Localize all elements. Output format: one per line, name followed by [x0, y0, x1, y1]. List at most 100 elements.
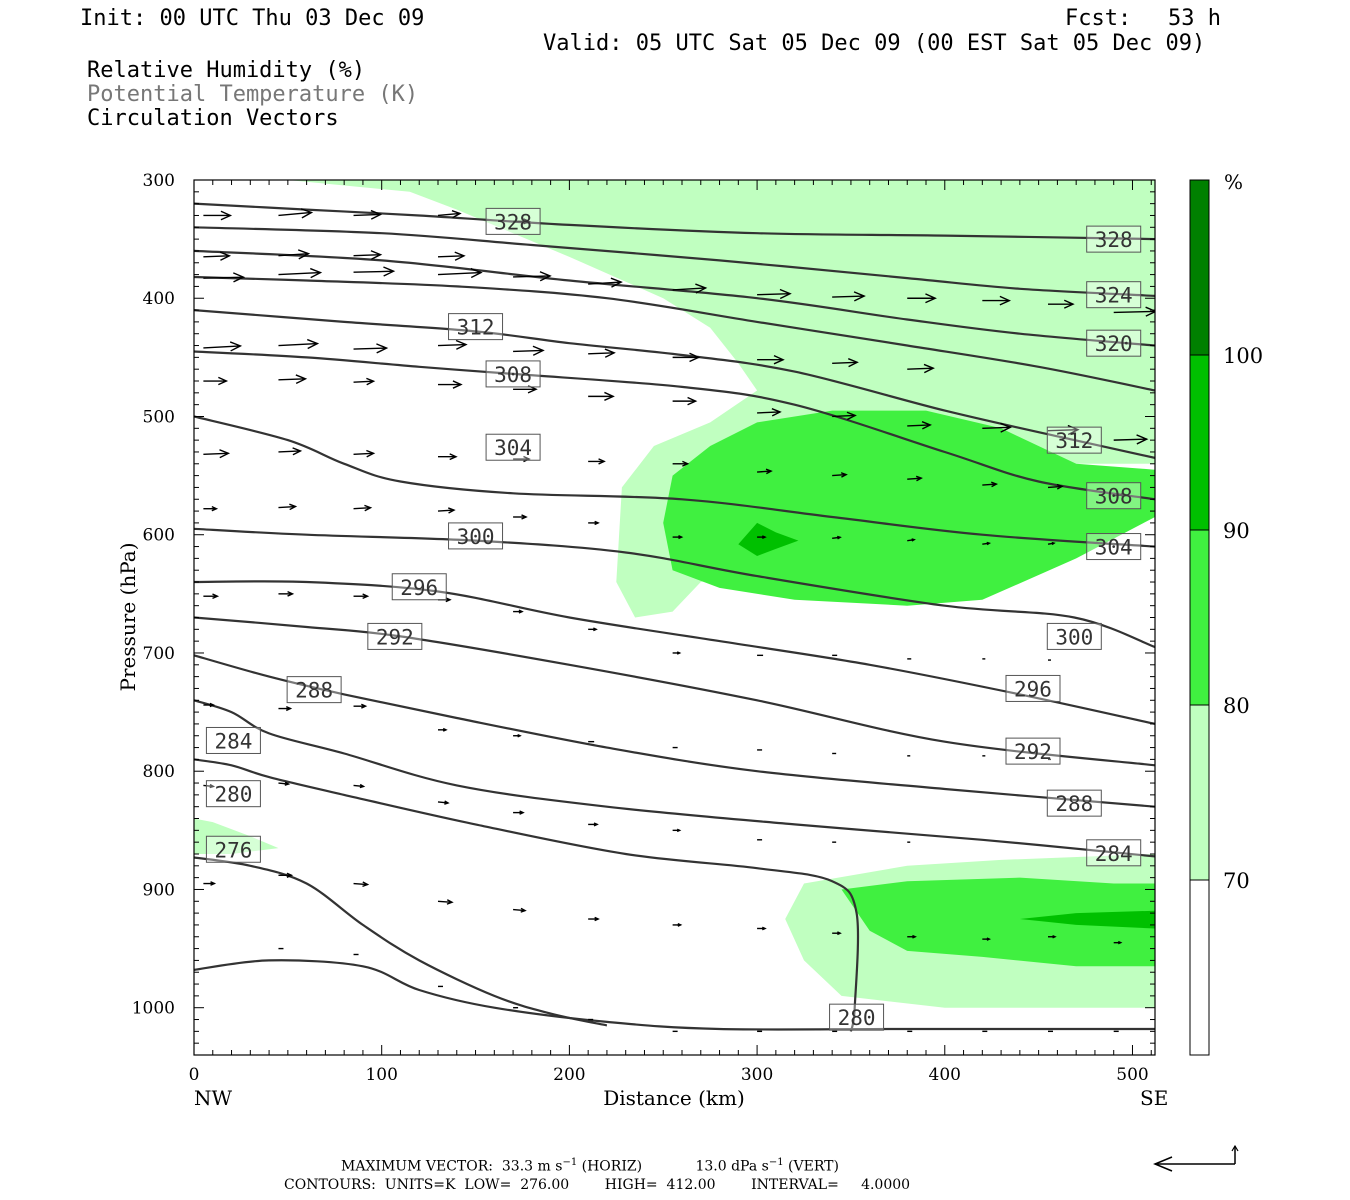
vector-shaft	[353, 253, 381, 257]
contour-label-text: 276	[214, 838, 252, 862]
vector-52	[757, 468, 773, 475]
vector-head	[682, 460, 690, 467]
contour-label-text: 280	[838, 1006, 876, 1030]
contour-label-308: 308	[1086, 482, 1142, 510]
vector-56	[1047, 483, 1064, 490]
vector-head	[1000, 422, 1013, 433]
vector-20	[1048, 299, 1075, 309]
colorbar-label: 70	[1223, 869, 1250, 893]
theta-contour-272	[194, 959, 1155, 1031]
plot-frame	[193, 179, 1156, 1056]
vector-head	[362, 881, 370, 888]
vector-25	[437, 339, 468, 350]
field-vectors: Circulation Vectors	[87, 106, 339, 131]
vector-shaft	[982, 426, 1011, 430]
vector-head	[594, 520, 600, 526]
contour-label-box	[205, 835, 261, 863]
vector-head	[925, 293, 937, 304]
contour-label-text: 288	[295, 679, 333, 703]
contour-label-288: 288	[1046, 789, 1102, 817]
vector-shaft	[203, 255, 230, 258]
vector-67	[907, 538, 916, 542]
vector-98	[513, 810, 525, 815]
vector-head	[361, 703, 368, 709]
vector-head	[518, 609, 524, 614]
vector-84	[353, 703, 368, 709]
vector-head	[452, 380, 463, 389]
contour-label-box	[1086, 281, 1142, 309]
vector-shaft	[353, 380, 374, 383]
vector-head	[292, 447, 303, 456]
vector-51	[672, 460, 690, 467]
vector-head	[912, 934, 917, 939]
vector-34	[353, 377, 376, 386]
vector-83	[278, 706, 293, 712]
vector-head	[1121, 492, 1128, 498]
vector-104	[203, 881, 217, 886]
vector-46	[278, 447, 303, 456]
vector-114	[982, 937, 992, 941]
vector-60	[353, 504, 373, 512]
contour-label-text: 324	[1095, 284, 1133, 308]
vector-99	[588, 822, 599, 827]
colorbar-label: 80	[1223, 694, 1250, 718]
vector-40	[832, 411, 857, 421]
vector-shaft	[203, 452, 229, 456]
vector-14	[588, 277, 623, 288]
vector-70	[203, 593, 220, 600]
vector-115	[1048, 935, 1057, 939]
vector-head	[455, 339, 468, 350]
x-tick-label: 500	[1116, 1065, 1148, 1085]
vector-shaft	[1113, 438, 1147, 441]
vector-54	[907, 475, 923, 482]
vector-32	[203, 376, 229, 386]
theta-contour-328	[194, 202, 1155, 241]
vector-head	[921, 421, 932, 430]
vector-shaft	[907, 424, 931, 427]
x-axis-label: Distance (km)	[603, 1086, 745, 1110]
vector-49	[513, 455, 531, 463]
contour-label-text: 304	[1095, 536, 1133, 560]
vector-shaft	[278, 271, 321, 276]
vector-shaft	[832, 473, 847, 477]
colorbar-segment-3	[1190, 355, 1209, 530]
vector-1	[278, 208, 314, 219]
vector-55	[982, 481, 999, 488]
vector-94	[203, 783, 216, 789]
contour-label-300: 300	[448, 522, 504, 550]
contour-label-284: 284	[205, 726, 261, 754]
vector-head	[1117, 940, 1123, 945]
x-tick-label: 100	[365, 1065, 397, 1085]
vector-head	[220, 210, 233, 221]
vector-45	[203, 449, 231, 459]
contour-label-text: 300	[457, 525, 495, 549]
vector-61	[437, 507, 456, 514]
vector-head	[678, 535, 684, 540]
contours-info: CONTOURS: UNITS=K LOW= 276.00 HIGH= 412.…	[284, 1177, 911, 1193]
vector-head	[677, 923, 683, 927]
vector-shaft	[513, 908, 526, 912]
vector-head	[209, 702, 216, 708]
vector-head	[284, 781, 291, 786]
vector-head	[676, 828, 682, 833]
vector-head	[211, 506, 219, 512]
theta-contour-276	[194, 856, 608, 1027]
vector-head	[212, 593, 220, 600]
vector-head	[532, 345, 545, 356]
vector-shaft	[437, 900, 453, 903]
vector-shaft	[1047, 428, 1079, 432]
vector-shaft	[832, 295, 865, 298]
contour-label-284: 284	[1086, 839, 1142, 867]
contour-label-box	[1086, 533, 1142, 561]
contour-label-box	[1086, 839, 1142, 867]
max-vector-label: MAXIMUM VECTOR:	[341, 1158, 493, 1175]
contour-label-text: 312	[457, 316, 495, 340]
contour-label-296: 296	[391, 573, 447, 601]
vector-2	[353, 209, 383, 220]
vector-28	[672, 352, 701, 363]
theta-contour-304	[194, 415, 1155, 548]
vector-21	[1113, 306, 1155, 317]
contour-label-304: 304	[485, 433, 541, 461]
vector-head	[289, 503, 298, 511]
vector-head	[840, 472, 848, 478]
